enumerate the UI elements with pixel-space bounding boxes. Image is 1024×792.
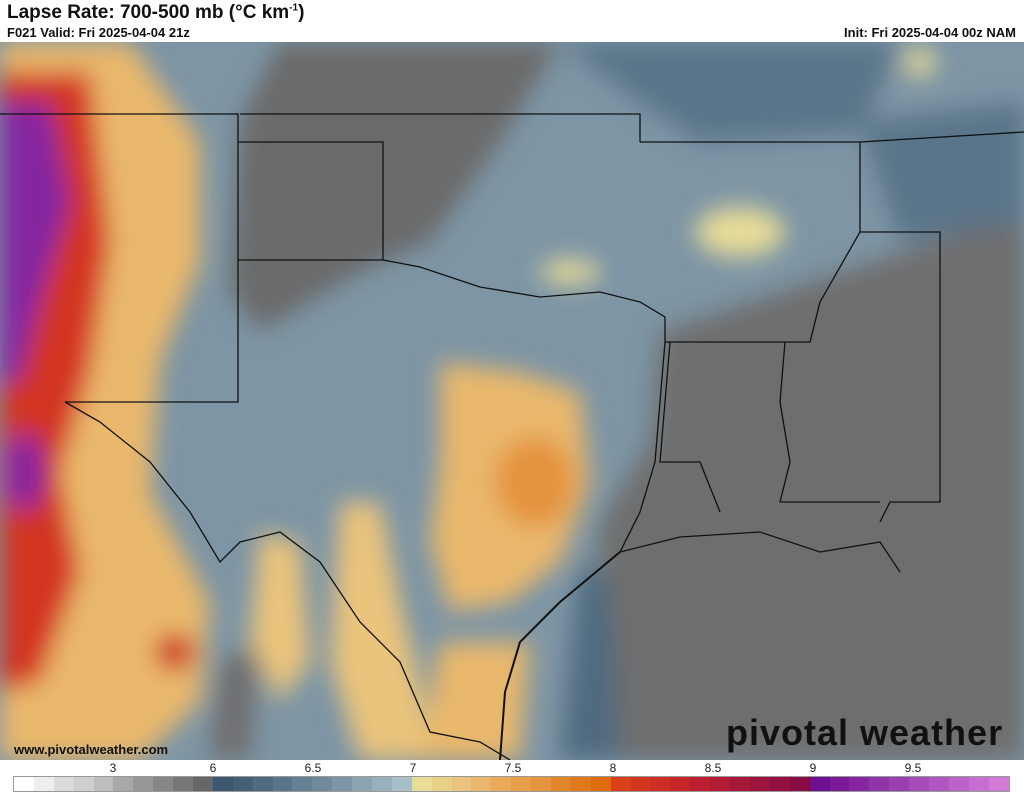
colorbar-tick: 9.5 bbox=[904, 761, 922, 775]
colorbar-swatch bbox=[33, 777, 54, 791]
colorbar-swatch bbox=[292, 777, 313, 791]
colorbar-swatch bbox=[491, 777, 512, 791]
colorbar-swatch bbox=[431, 777, 452, 791]
colorbar-swatch bbox=[749, 777, 770, 791]
colorbar-swatch bbox=[312, 777, 333, 791]
field-blobs bbox=[0, 42, 1024, 760]
colorbar-swatch bbox=[968, 777, 989, 791]
website-url[interactable]: www.pivotalweather.com bbox=[14, 742, 169, 757]
colorbar-swatch bbox=[730, 777, 750, 791]
colorbar-tick: 8 bbox=[609, 761, 617, 775]
title-text: Lapse Rate: 700-500 mb (°C km bbox=[7, 2, 290, 23]
colorbar-swatch bbox=[809, 777, 830, 791]
colorbar-swatch bbox=[869, 777, 890, 791]
colorbar-swatch bbox=[471, 777, 492, 791]
colorbar-swatch bbox=[113, 777, 134, 791]
colorbar-swatch bbox=[352, 777, 373, 791]
gulf-coast bbox=[499, 551, 621, 760]
colorbar-tick: 3 bbox=[109, 761, 117, 775]
title-unit-exponent: -1 bbox=[289, 2, 299, 14]
colorbar-swatch bbox=[14, 777, 34, 791]
colorbar-tick: 7.5 bbox=[504, 761, 522, 775]
colorbar-swatch bbox=[789, 777, 810, 791]
colorbar-swatch bbox=[928, 777, 949, 791]
colorbar-swatch bbox=[570, 777, 591, 791]
colorbar-tick: 9 bbox=[809, 761, 817, 775]
colorbar-swatch bbox=[212, 777, 233, 791]
colorbar-swatch bbox=[511, 777, 532, 791]
colorbar-swatch bbox=[53, 777, 74, 791]
colorbar-swatch bbox=[372, 777, 392, 791]
colorbar-swatch bbox=[610, 777, 631, 791]
colorbar-swatch bbox=[252, 777, 273, 791]
colorbar-swatch bbox=[73, 777, 94, 791]
colorbar-swatch bbox=[630, 777, 651, 791]
colorbar-swatch bbox=[948, 777, 969, 791]
map-title: Lapse Rate: 700-500 mb (°C km-1) bbox=[7, 2, 304, 24]
pivotal-weather-logo: pivotal weather bbox=[726, 712, 1004, 753]
colorbar-swatch bbox=[710, 777, 731, 791]
colorbar-swatch bbox=[849, 777, 870, 791]
colorbar-swatch bbox=[988, 777, 1009, 791]
colorbar-swatch bbox=[889, 777, 910, 791]
title-end: ) bbox=[298, 2, 305, 23]
colorbar-tick: 6 bbox=[209, 761, 217, 775]
colorbar-tick: 6.5 bbox=[304, 761, 322, 775]
colorbar-swatch bbox=[670, 777, 691, 791]
colorbar-swatch bbox=[650, 777, 671, 791]
colorbar-swatch bbox=[232, 777, 253, 791]
state-boundaries bbox=[0, 113, 1024, 760]
colorbar-swatch bbox=[153, 777, 174, 791]
colorbar-swatch bbox=[272, 777, 293, 791]
colorbar-swatch bbox=[133, 777, 154, 791]
colorbar-swatch bbox=[690, 777, 711, 791]
colorbar-swatch bbox=[551, 777, 571, 791]
colorbar-swatch bbox=[93, 777, 114, 791]
valid-time: F021 Valid: Fri 2025-04-04 21z bbox=[7, 25, 190, 40]
colorbar-swatch bbox=[411, 777, 432, 791]
colorbar-swatch bbox=[332, 777, 353, 791]
colorbar-tick: 8.5 bbox=[704, 761, 722, 775]
init-time: Init: Fri 2025-04-04 00z NAM bbox=[844, 25, 1016, 40]
colorbar-swatch bbox=[193, 777, 213, 791]
colorbar-swatch bbox=[173, 777, 194, 791]
colorbar-swatch bbox=[531, 777, 552, 791]
colorbar-swatch bbox=[590, 777, 611, 791]
lapse-rate-map[interactable] bbox=[0, 42, 1024, 760]
colorbar-swatch bbox=[391, 777, 412, 791]
colorbar-tick: 7 bbox=[409, 761, 417, 775]
colorbar-swatch bbox=[769, 777, 790, 791]
colorbar-swatch bbox=[451, 777, 472, 791]
colorbar-swatch bbox=[909, 777, 929, 791]
colorbar-swatch bbox=[829, 777, 850, 791]
colorbar bbox=[13, 776, 1010, 792]
